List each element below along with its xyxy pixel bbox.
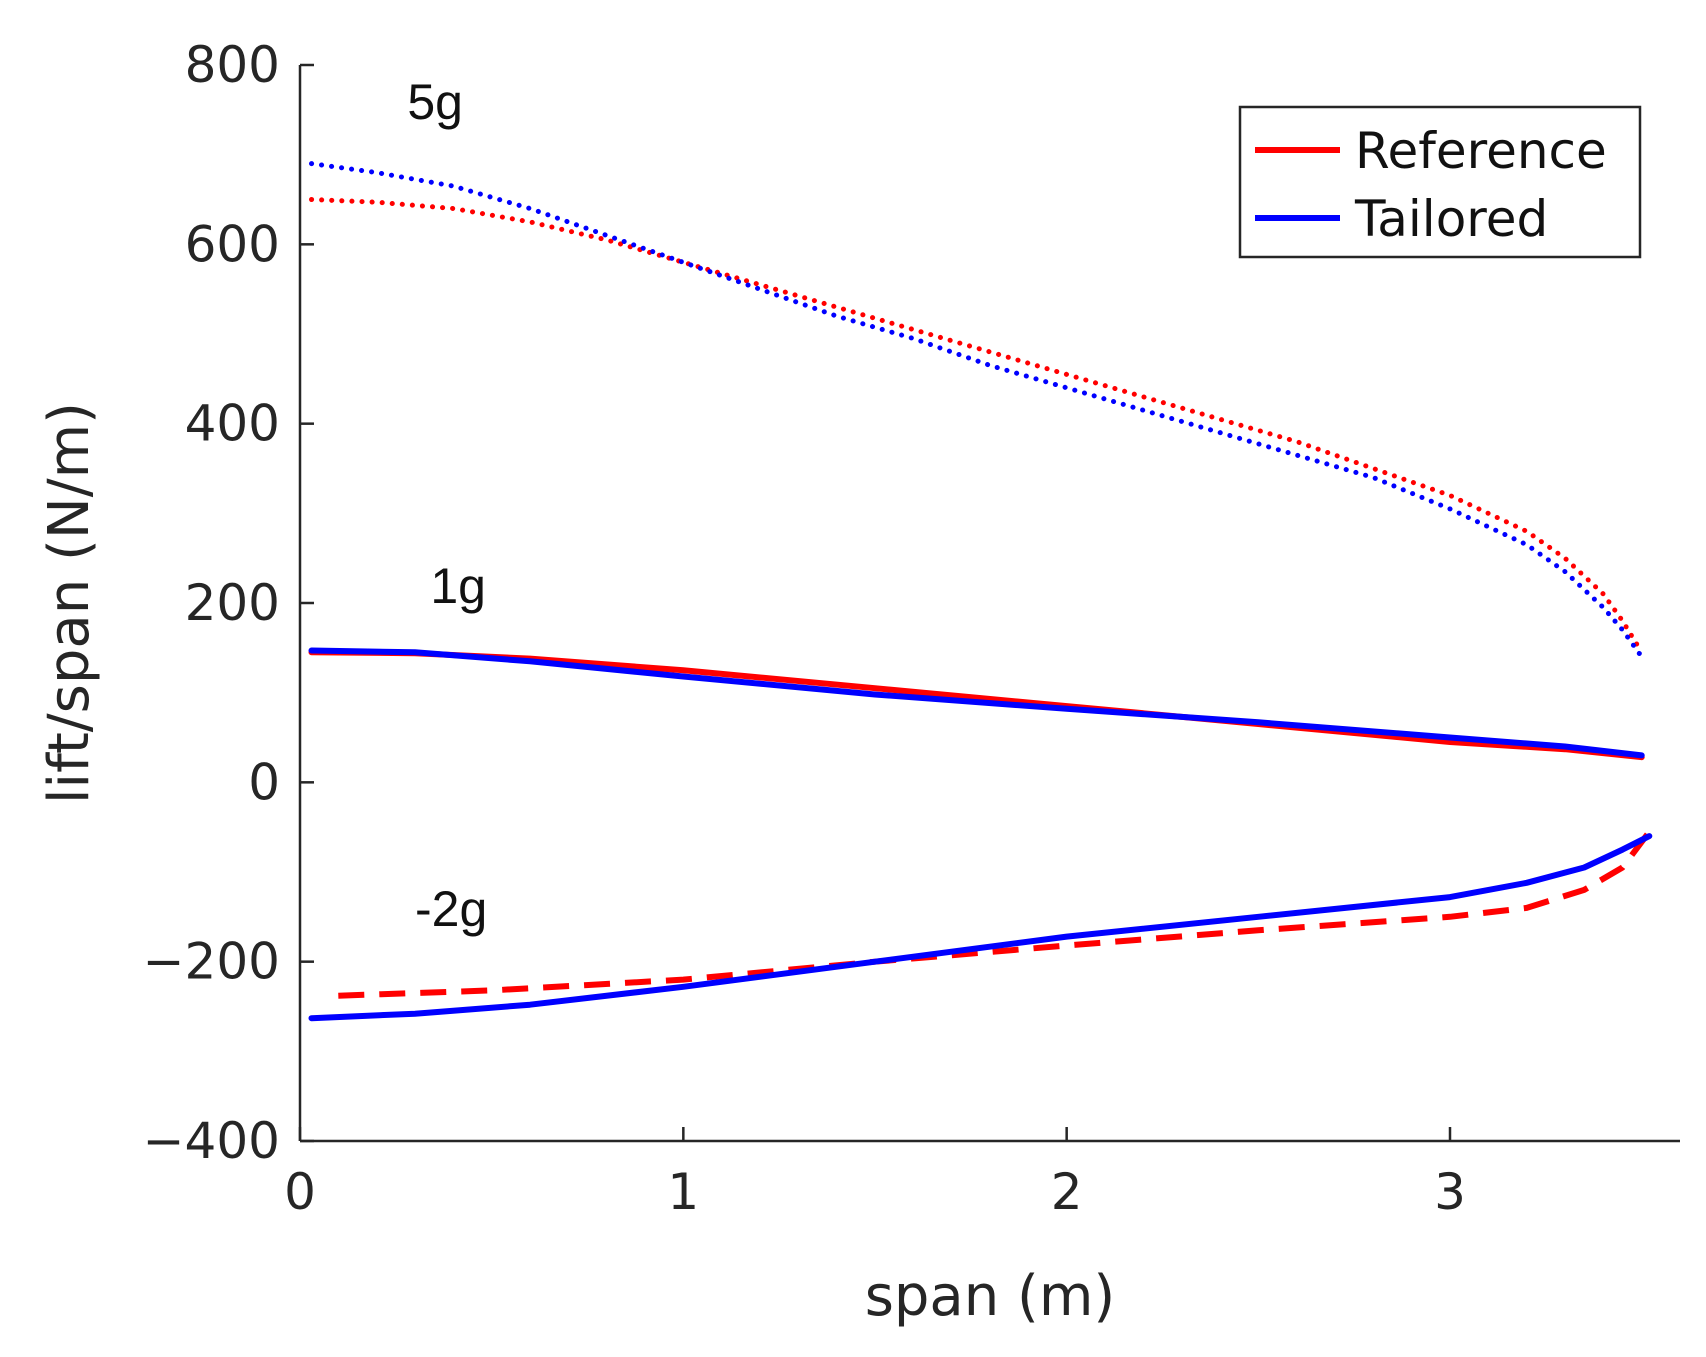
series-line-reference-neg2g — [338, 829, 1652, 999]
series-line-reference-5g — [309, 197, 1645, 655]
y-tick-label: 600 — [185, 215, 280, 273]
y-tick-label: 0 — [248, 753, 280, 811]
y-tick-label: 800 — [185, 36, 280, 94]
legend-label-reference: Reference — [1355, 122, 1607, 180]
annotation-label: 1g — [430, 558, 486, 614]
series-line-tailored-neg2g — [308, 833, 1653, 1022]
y-ticks: −400 −200 0 200 400 600 800 — [143, 36, 314, 1170]
x-tick-label: 3 — [1434, 1163, 1466, 1221]
x-tick-label: 0 — [284, 1163, 316, 1221]
x-tick-label: 2 — [1051, 1163, 1083, 1221]
y-tick-label: 200 — [185, 574, 280, 632]
series-line-tailored-5g — [309, 161, 1645, 660]
legend-label-tailored: Tailored — [1354, 190, 1548, 248]
y-tick-label: −200 — [143, 933, 280, 991]
series-layer — [308, 161, 1653, 1022]
y-tick-label: −400 — [143, 1112, 280, 1170]
y-tick-label: 400 — [185, 395, 280, 453]
legend-box — [1238, 105, 1642, 259]
x-ticks: 0 1 2 3 — [284, 1127, 1466, 1221]
legend: Reference Tailored — [1238, 105, 1642, 259]
x-axis-label: span (m) — [865, 1264, 1116, 1329]
series-line-tailored-1g — [308, 647, 1645, 759]
annotation-layer: 5g 1g -2g — [407, 74, 487, 937]
y-axis-label: lift/span (N/m) — [37, 402, 102, 804]
annotation-label: 5g — [407, 74, 463, 130]
x-tick-label: 1 — [667, 1163, 699, 1221]
annotation-label: -2g — [415, 881, 487, 937]
